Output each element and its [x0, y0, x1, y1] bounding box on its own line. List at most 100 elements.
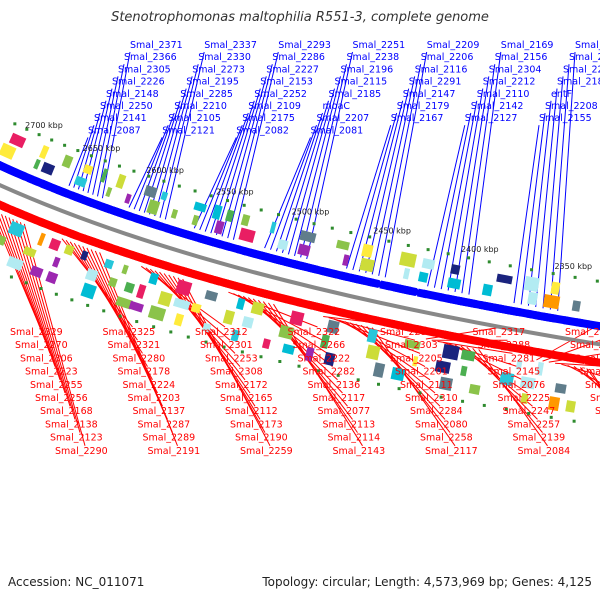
forward-gene-label-line [447, 88, 484, 291]
forward-gene-label-line [101, 51, 131, 199]
forward-gene-label-line [440, 100, 478, 290]
feature-box [22, 245, 37, 258]
feature-box [412, 355, 419, 367]
forward-gene-label: Smal_2305 [118, 64, 171, 75]
reverse-gene-label: Smal_2290 [55, 446, 108, 457]
feature-box [174, 279, 193, 297]
topology-label: Topology: [262, 575, 319, 589]
tick-dot [482, 403, 486, 407]
forward-gene-label: Smal_2148 [106, 89, 159, 100]
forward-gene-label-line [281, 100, 329, 253]
forward-gene-label-line [294, 76, 341, 257]
tick-dot [336, 373, 340, 377]
tick-dot [446, 252, 450, 256]
forward-strand-genes [0, 156, 600, 331]
reverse-gene-label: Smal_2145 [488, 367, 541, 378]
feature-box [434, 359, 451, 374]
feature-box [29, 265, 44, 279]
reverse-gene-label: Smal_2114 [328, 433, 381, 444]
forward-gene-label: Smal_2121 [162, 125, 215, 136]
feature-box [52, 256, 61, 268]
feature-box [421, 257, 436, 271]
position-tick-label: 2350 kbp [554, 262, 592, 271]
forward-gene-label-line [92, 76, 119, 195]
reverse-gene-label: Smal_2222 [298, 353, 351, 364]
forward-gene-label: moaC [323, 101, 351, 112]
reverse-gene-label-line [0, 224, 46, 341]
forward-gene-label-line [513, 125, 540, 304]
reverse-gene-label: Smal_2303 [385, 340, 438, 351]
reverse-gene-label: Smal_2259 [240, 446, 293, 457]
reverse-gene-label-line [177, 277, 266, 433]
forward-gene-label-line [164, 51, 205, 220]
feature-box [289, 310, 305, 327]
forward-gene-label: Smal_2286 [272, 52, 325, 63]
forward-gene-label: Smal_2153 [260, 77, 313, 88]
reverse-gene-label: Smal_2310 [405, 393, 458, 404]
forward-gene-label-line [365, 88, 410, 274]
forward-gene-label: Smal_2156 [495, 52, 548, 63]
feature-box [82, 163, 94, 176]
feature-box [468, 383, 481, 395]
genes-value: 4,125 [557, 575, 592, 589]
forward-gene-label: Smal_2155 [539, 113, 592, 124]
feature-box [398, 251, 418, 268]
feature-box [6, 255, 25, 272]
feature-box [103, 258, 115, 270]
feature-box [261, 338, 271, 350]
feature-box [554, 383, 567, 394]
forward-gene-label: Smal_2128 [575, 40, 600, 51]
feature-box [571, 300, 581, 312]
tick-dot [240, 350, 244, 354]
reverse-gene-arrow [582, 356, 600, 368]
forward-gene-label-line [527, 100, 552, 306]
reverse-gene-label: Smal_2080 [415, 419, 468, 430]
accession-label: Accession: [8, 575, 72, 589]
feature-box [235, 297, 246, 311]
reverse-gene-label: Smal_2178 [118, 367, 171, 378]
forward-gene-label-line [227, 64, 273, 239]
tick-dot [418, 391, 422, 395]
forward-gene-label: Smal_2081 [311, 125, 364, 136]
feature-box [84, 268, 99, 282]
reverse-gene-label-line [4, 215, 61, 380]
feature-box [225, 209, 235, 223]
feature-box [170, 208, 179, 219]
reverse-gene-label: Smal_2172 [215, 380, 268, 391]
forward-gene-label: Smal_2238 [347, 52, 400, 63]
forward-gene-label: Smal_2252 [254, 89, 307, 100]
forward-gene-label-line [549, 64, 570, 310]
reverse-gene-label: Smal_2173 [230, 419, 283, 430]
tick-dot [70, 298, 74, 302]
forward-gene-label: Smal_2350 [569, 52, 600, 63]
tick-dot [135, 320, 139, 324]
feature-box [0, 232, 7, 246]
reverse-gene-label: Smal_2138 [45, 419, 98, 430]
reverse-gene-label: Smal_2254 [575, 353, 600, 364]
forward-gene-label: Smal_2141 [94, 113, 147, 124]
forward-gene-label: Smal_2210 [174, 101, 227, 112]
genome-stats: Topology: circular; Length: 4,573,969 bp… [262, 575, 592, 589]
forward-gene-label: Smal_2285 [180, 89, 233, 100]
feature-box [390, 366, 406, 382]
reverse-gene-label: Smal_2256 [35, 393, 88, 404]
reverse-gene-label: Smal_2247 [503, 406, 556, 417]
feature-box [323, 351, 336, 367]
tick-dot [387, 239, 391, 243]
reverse-gene-label: Smal_2289 [143, 433, 196, 444]
forward-gene-label-line [461, 64, 496, 294]
tick-dot [209, 194, 213, 198]
reverse-strand-genes [0, 193, 600, 368]
reverse-gene-label-line [344, 321, 431, 381]
feature-box [297, 243, 311, 257]
forward-gene-label-line [128, 137, 163, 208]
feature-box [143, 184, 158, 199]
reverse-gene-arrow [562, 353, 586, 365]
forward-gene-label-line [193, 137, 237, 229]
feature-box [135, 283, 147, 300]
feature-box [37, 232, 46, 247]
feature-box [80, 250, 89, 261]
forward-gene-label-line [520, 112, 546, 305]
tick-dot [54, 292, 58, 296]
feature-box [63, 244, 75, 256]
